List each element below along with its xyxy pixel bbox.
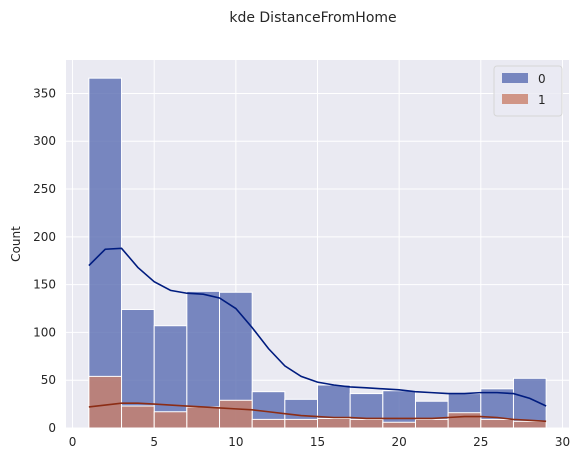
bar-series-0-bin-0 [88, 77, 123, 429]
legend-label-0: 0 [538, 72, 546, 86]
chart-title: kde DistanceFromHome [229, 10, 396, 26]
x-tick-label: 20 [392, 435, 407, 449]
bar-series-1-bin-4 [219, 399, 253, 429]
y-tick-label: 0 [48, 421, 56, 435]
bar-series-1-bin-10 [414, 418, 449, 429]
kde-curves [88, 247, 547, 423]
x-tick-label: 5 [150, 435, 158, 449]
x-tick-label: 25 [473, 435, 488, 449]
y-tick-label: 300 [33, 134, 56, 148]
y-tick-label: 200 [33, 230, 56, 244]
x-tick-label: 10 [228, 435, 243, 449]
y-tick-label: 350 [33, 86, 56, 100]
bar-series-1-bin-11 [447, 412, 482, 429]
x-tick-label: 15 [310, 435, 325, 449]
bar-series-1-bin-6 [284, 418, 319, 429]
y-tick-label: 100 [33, 325, 56, 339]
legend: 01 [493, 65, 563, 117]
bar-series-1-bin-8 [349, 418, 384, 429]
bar-series-1-bin-9 [382, 421, 416, 429]
bar-series-1-bin-2 [153, 411, 188, 429]
y-tick-label: 150 [33, 278, 56, 292]
y-tick-label: 50 [41, 373, 56, 387]
y-axis-label: Count [9, 226, 23, 262]
bar-series-1-bin-0 [88, 375, 123, 429]
bars [88, 77, 547, 429]
bar-series-1-bin-5 [251, 418, 286, 429]
bar-series-1-bin-13 [512, 420, 547, 429]
x-tick-label: 0 [69, 435, 77, 449]
legend-label-1: 1 [538, 93, 546, 107]
kde-line-series-0 [88, 247, 547, 407]
x-tick-label: 30 [555, 435, 570, 449]
bar-series-1-bin-1 [121, 405, 155, 429]
legend-swatch-0 [502, 73, 528, 83]
bar-series-0-bin-3 [186, 290, 221, 429]
bar-series-1-bin-3 [186, 406, 221, 429]
bar-series-1-bin-12 [480, 418, 514, 429]
legend-swatch-1 [502, 94, 528, 104]
y-tick-label: 250 [33, 182, 56, 196]
bar-series-1-bin-7 [317, 417, 351, 429]
kde-line-series-1 [88, 402, 547, 423]
